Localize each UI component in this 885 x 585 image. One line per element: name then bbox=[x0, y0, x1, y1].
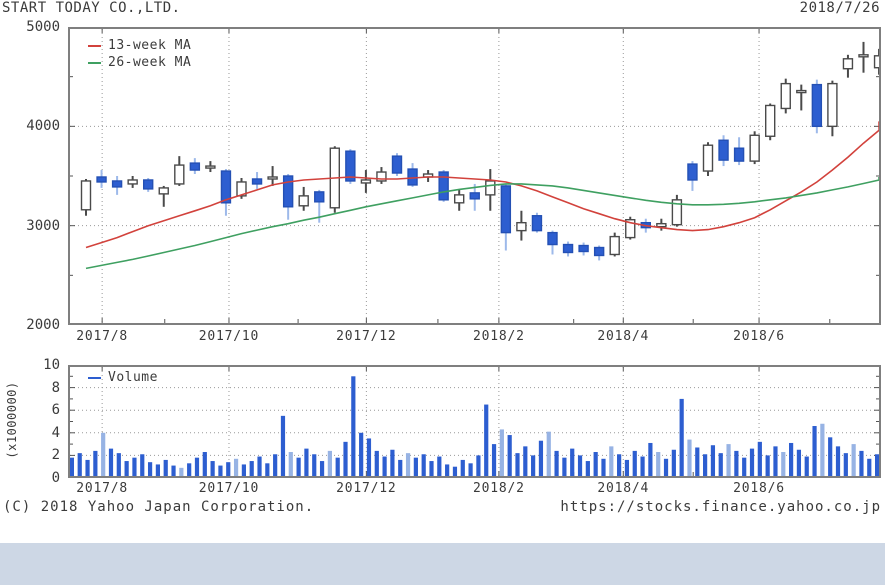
bottom-strip bbox=[0, 543, 885, 585]
price-x-tick-label: 2017/8 bbox=[76, 329, 129, 344]
volume-y-axis-title: (x1000000) bbox=[5, 381, 19, 459]
volume-x-tick-label: 2017/10 bbox=[198, 481, 260, 496]
volume-x-tick-label: 2018/2 bbox=[472, 481, 525, 496]
price-legend: 13-week MA 26-week MA bbox=[88, 37, 191, 71]
volume-x-tick-label: 2017/12 bbox=[336, 481, 397, 496]
ma13-line-swatch bbox=[88, 44, 101, 47]
volume-bar-chart bbox=[68, 365, 881, 478]
price-y-tick-label: 3000 bbox=[26, 217, 60, 234]
price-y-tick-label: 5000 bbox=[26, 19, 60, 35]
ma13-legend-label: 13-week MA bbox=[108, 38, 192, 53]
volume-chart-plot bbox=[68, 365, 881, 478]
price-x-tick-label: 2018/6 bbox=[733, 329, 785, 344]
volume-y-tick-label: 6 bbox=[51, 402, 60, 419]
volume-y-tick-label: 0 bbox=[51, 470, 60, 486]
volume-y-tick-label: 8 bbox=[51, 379, 60, 396]
price-x-axis-labels: 2017/8 2017/10 2017/12 2018/2 2018/4 2018/6 bbox=[68, 329, 881, 345]
volume-y-tick-label: 10 bbox=[43, 357, 60, 373]
copyright-text: (C) 2018 Yahoo Japan Corporation. bbox=[3, 499, 315, 515]
price-chart-plot bbox=[68, 27, 881, 325]
volume-x-tick-label: 2017/8 bbox=[76, 481, 129, 496]
ma26-legend-label: 26-week MA bbox=[108, 55, 192, 70]
volume-legend: Volume bbox=[88, 369, 158, 386]
price-x-tick-label: 2018/4 bbox=[597, 329, 650, 344]
legend-item-volume: Volume bbox=[88, 369, 158, 386]
volume-y-tick-label: 2 bbox=[51, 447, 60, 464]
volume-x-tick-label: 2018/4 bbox=[597, 481, 650, 496]
ma26-line-swatch bbox=[88, 61, 101, 64]
legend-item-ma13: 13-week MA bbox=[88, 37, 191, 54]
candlestick-chart bbox=[68, 27, 881, 325]
volume-y-tick-label: 4 bbox=[51, 424, 60, 441]
chart-date: 2018/7/26 bbox=[799, 0, 880, 16]
volume-bar-swatch bbox=[88, 376, 101, 379]
price-x-tick-label: 2017/10 bbox=[198, 329, 260, 344]
price-x-tick-label: 2018/2 bbox=[472, 329, 525, 344]
price-x-tick-label: 2017/12 bbox=[336, 329, 397, 344]
volume-x-tick-label: 2018/6 bbox=[733, 481, 785, 496]
volume-legend-label: Volume bbox=[108, 370, 158, 385]
page-title: START TODAY CO.,LTD. bbox=[2, 0, 181, 16]
price-y-tick-label: 2000 bbox=[26, 317, 60, 333]
source-url-text: https://stocks.finance.yahoo.co.jp bbox=[560, 499, 881, 515]
volume-x-axis-labels: 2017/8 2017/10 2017/12 2018/2 2018/4 2018/6 bbox=[68, 481, 881, 497]
price-y-tick-label: 4000 bbox=[26, 118, 60, 135]
legend-item-ma26: 26-week MA bbox=[88, 54, 191, 71]
